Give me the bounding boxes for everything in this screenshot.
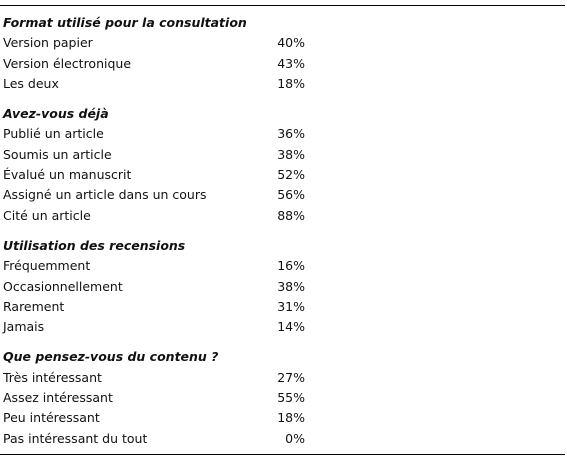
table: Format utilisé pour la consultation Versi…: [0, 5, 565, 455]
row-value: 52%: [277, 167, 305, 183]
row-label: Soumis un article: [3, 146, 112, 162]
row: Jamais 14%: [0, 317, 565, 337]
section: Utilisation des recensions Fréquemment 16%…: [0, 236, 565, 337]
row-value: 0%: [285, 430, 305, 446]
row-value: 38%: [277, 146, 305, 162]
row-value: 38%: [277, 278, 305, 294]
row-value: 88%: [277, 207, 305, 223]
row-label: Occasionnellement: [3, 278, 123, 294]
row: Rarement 31%: [0, 297, 565, 317]
section-heading: Utilisation des recensions: [3, 237, 186, 253]
row-value: 31%: [277, 298, 305, 314]
row: Fréquemment 16%: [0, 256, 565, 276]
row-value: 55%: [277, 390, 305, 406]
row: Assigné un article dans un cours 56%: [0, 185, 565, 205]
row-label: Évalué un manuscrit: [3, 167, 132, 183]
row-value: 18%: [277, 75, 305, 91]
row: Version électronique 43%: [0, 54, 565, 74]
row-label: Cité un article: [3, 207, 91, 223]
row-value: 16%: [277, 258, 305, 274]
row: Peu intéressant 18%: [0, 408, 565, 428]
row-label: Assez intéressant: [3, 390, 113, 406]
row-label: Publié un article: [3, 126, 104, 142]
section-heading: Que pensez-vous du contenu ?: [3, 349, 219, 365]
row: Soumis un article 38%: [0, 145, 565, 165]
section: Que pensez-vous du contenu ? Très intéres…: [0, 347, 565, 448]
row-label: Assigné un article dans un cours: [3, 187, 207, 203]
section-heading: Avez-vous déjà: [3, 106, 109, 122]
section: Avez-vous déjà Publié un article 36% Soumis…: [0, 104, 565, 226]
row-value: 56%: [277, 187, 305, 203]
row: Assez intéressant 55%: [0, 388, 565, 408]
row-value: 43%: [277, 55, 305, 71]
row-label: Très intéressant: [3, 369, 102, 385]
row-label: Rarement: [3, 298, 65, 314]
row: Les deux 18%: [0, 74, 565, 94]
section-heading: Format utilisé pour la consultation: [3, 15, 247, 30]
row: Version papier 40%: [0, 33, 565, 53]
row-value: 27%: [277, 369, 305, 385]
row-label: Pas intéressant du tout: [3, 430, 148, 446]
row-value: 14%: [277, 319, 305, 335]
row: Pas intéressant du tout 0%: [0, 429, 565, 449]
row: Publié un article 36%: [0, 124, 565, 144]
row: Cité un article 88%: [0, 206, 565, 226]
row: Évalué un manuscrit 52%: [0, 165, 565, 185]
row-label: Version électronique: [3, 55, 132, 71]
row-label: Peu intéressant: [3, 410, 100, 426]
row-label: Jamais: [3, 319, 45, 335]
row-label: Fréquemment: [3, 258, 91, 274]
row-label: Version papier: [3, 35, 93, 51]
row: Occasionnellement 38%: [0, 277, 565, 297]
row: Très intéressant 27%: [0, 368, 565, 388]
row-value: 36%: [277, 126, 305, 142]
row-value: 40%: [277, 35, 305, 51]
row-value: 18%: [277, 410, 305, 426]
row-label: Les deux: [3, 75, 59, 91]
section: Format utilisé pour la consultation Versi…: [0, 13, 565, 94]
